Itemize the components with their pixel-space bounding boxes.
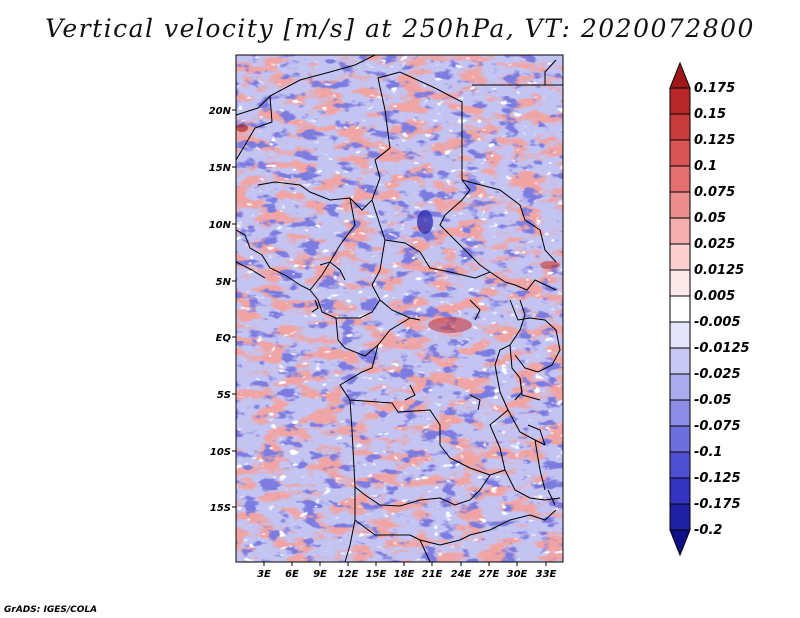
colorbar-swatch — [669, 477, 691, 505]
colorbar-swatch — [669, 243, 691, 271]
colorbar-label: 0.175 — [694, 81, 735, 96]
colorbar-label: 0.005 — [694, 289, 735, 304]
lon-label-21e: 21E — [422, 569, 443, 580]
colorbar-label: 0.075 — [694, 185, 735, 200]
latitude-axis: 20N 15N 10N 5N EQ 5S 10S 15S — [209, 106, 236, 514]
colorbar-swatch — [669, 269, 691, 297]
colorbar-swatch — [669, 217, 691, 245]
colorbar-swatch — [669, 295, 691, 323]
colorbar-label: -0.05 — [694, 393, 731, 408]
longitude-axis: 3E 6E 9E 12E 15E 18E 21E 24E 27E 30E 33E — [257, 562, 557, 580]
colorbar-swatch — [669, 347, 691, 375]
lat-label-10n: 10N — [209, 220, 232, 231]
colorbar-swatch — [669, 87, 691, 115]
colorbar-swatch — [669, 113, 691, 141]
colorbar-label: -0.025 — [694, 367, 741, 382]
colorbar-swatch — [669, 321, 691, 349]
colorbar-label: 0.05 — [694, 211, 726, 226]
colorbar-label: -0.175 — [694, 497, 741, 512]
lon-label-12e: 12E — [338, 569, 359, 580]
map-frame — [235, 54, 564, 563]
country-borders — [236, 55, 563, 562]
colorbar-label: -0.125 — [694, 471, 741, 486]
lon-label-27e: 27E — [479, 569, 500, 580]
lat-label-15n: 15N — [209, 163, 232, 174]
lon-label-6e: 6E — [285, 569, 299, 580]
colorbar-label: 0.0125 — [694, 263, 744, 278]
lat-label-5n: 5N — [216, 277, 232, 288]
lat-label-5s: 5S — [217, 390, 231, 401]
colorbar-swatch — [669, 425, 691, 453]
colorbar-swatch — [669, 373, 691, 401]
colorbar-label: -0.1 — [694, 445, 722, 460]
colorbar-label: 0.15 — [694, 107, 726, 122]
lon-label-24e: 24E — [451, 569, 472, 580]
lon-label-15e: 15E — [366, 569, 387, 580]
colorbar-swatch — [669, 451, 691, 479]
lat-label-15s: 15S — [210, 503, 231, 514]
colorbar-label: 0.125 — [694, 133, 735, 148]
colorbar-label: -0.2 — [694, 523, 722, 538]
colorbar-swatch — [669, 529, 691, 557]
colorbar-label: -0.005 — [694, 315, 741, 330]
lon-label-33e: 33E — [536, 569, 557, 580]
grads-credit: GrADS: IGES/COLA — [4, 605, 98, 615]
colorbar-swatch — [669, 191, 691, 219]
colorbar: 0.175 0.15 0.125 0.1 0.075 0.05 0.025 0.0125 0.0… — [669, 61, 750, 557]
vertical-velocity-field — [236, 55, 563, 562]
lon-label-3e: 3E — [257, 569, 271, 580]
colorbar-swatch — [669, 61, 691, 89]
lon-label-9e: 9E — [313, 569, 327, 580]
colorbar-swatch — [669, 139, 691, 167]
map-title: Vertical velocity [m/s] at 250hPa, VT: 2… — [45, 14, 755, 43]
colorbar-swatch — [669, 399, 691, 427]
lon-label-30e: 30E — [507, 569, 528, 580]
lat-label-20n: 20N — [209, 106, 232, 117]
colorbar-label: -0.075 — [694, 419, 741, 434]
lat-label-eq: EQ — [216, 333, 232, 344]
lon-label-18e: 18E — [394, 569, 415, 580]
colorbar-swatch — [669, 503, 691, 531]
colorbar-swatch — [669, 165, 691, 193]
colorbar-label: 0.1 — [694, 159, 717, 174]
colorbar-label: 0.025 — [694, 237, 735, 252]
colorbar-label: -0.0125 — [694, 341, 750, 356]
lat-label-10s: 10S — [210, 447, 231, 458]
